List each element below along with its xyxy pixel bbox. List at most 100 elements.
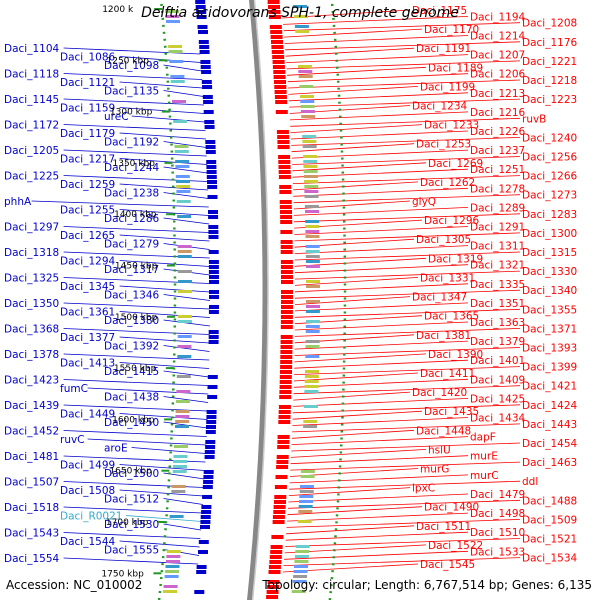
gene-label-left: Daci_1244 — [104, 162, 160, 174]
cog-block — [294, 15, 308, 18]
cog-block — [303, 420, 318, 423]
cog-block — [166, 555, 181, 558]
connector-right — [293, 391, 411, 401]
connector-left — [63, 353, 210, 361]
reverse-strand-gene — [208, 260, 219, 264]
reverse-strand-gene — [199, 45, 210, 49]
connector-right — [293, 194, 521, 204]
connector-left — [163, 523, 202, 531]
gene-label-right: Daci_1315 — [522, 247, 577, 259]
cog-block — [305, 250, 320, 253]
cog-block — [299, 490, 314, 493]
gene-label-right: Daci_1420 — [412, 387, 467, 399]
scale-tick-mark — [157, 521, 166, 523]
gene-label-right: Daci_1233 — [424, 120, 479, 132]
reverse-strand-gene — [206, 420, 217, 424]
reverse-strand-gene — [209, 295, 219, 299]
forward-strand-gene — [274, 95, 287, 99]
gene-label-right: Daci_1189 — [428, 62, 483, 74]
gene-label-right: Daci_1216 — [470, 107, 526, 119]
connector-right — [289, 98, 521, 108]
connector-right — [294, 264, 469, 274]
connector-right — [294, 289, 521, 299]
gene-label-left: Daci_1368 — [4, 324, 59, 336]
label-connector-lines — [31, 9, 521, 573]
connector-right — [291, 429, 415, 439]
reverse-strand-gene — [208, 335, 219, 339]
cog-block — [306, 300, 320, 303]
forward-strand-gene — [273, 70, 286, 74]
scale-tick-label: 1200 k — [102, 5, 134, 15]
gene-label-left: fumC — [60, 383, 88, 395]
gene-label-right: Daci_1269 — [428, 158, 483, 170]
gene-label-left: Daci_1452 — [4, 426, 59, 438]
connector-right — [287, 66, 427, 76]
gene-label-right: Daci_1214 — [470, 31, 526, 43]
gene-label-left: Daci_1279 — [104, 239, 159, 251]
connector-right — [292, 156, 521, 165]
cog-block — [299, 500, 313, 503]
reverse-strand-gene — [206, 410, 217, 414]
feature-tracks — [163, 0, 320, 599]
connector-left — [131, 447, 206, 454]
forward-strand-gene — [280, 365, 293, 369]
cog-block — [164, 575, 179, 578]
cog-block — [294, 25, 309, 28]
cog-block — [305, 220, 320, 223]
gene-label-left: Daci_1499 — [60, 460, 115, 472]
reverse-strand-gene — [207, 185, 218, 189]
cog-block — [175, 165, 190, 168]
cog-block — [163, 585, 178, 588]
gene-label-right: Daci_1340 — [522, 285, 577, 297]
gene-label-left: Daci_1346 — [104, 290, 160, 302]
connector-right — [292, 162, 427, 172]
gene-label-right: Daci_1223 — [522, 94, 577, 106]
cog-block — [178, 280, 192, 283]
connector-left — [163, 217, 210, 225]
connector-left — [31, 200, 209, 208]
forward-strand-gene — [278, 155, 291, 159]
connector-right — [294, 226, 469, 235]
gene-label-right: Daci_1390 — [428, 349, 483, 361]
gene-label-left: Daci_1518 — [4, 502, 59, 514]
gene-label-right: Daci_1381 — [416, 330, 471, 342]
gene-label-right: Daci_1206 — [470, 69, 526, 81]
gene-label-left: Daci_1555 — [104, 545, 159, 557]
forward-strand-gene — [280, 265, 293, 269]
gene-label-right: Daci_1296 — [424, 215, 480, 227]
reverse-strand-gene — [207, 375, 218, 379]
cog-block — [171, 490, 186, 493]
reverse-strand-gene — [201, 80, 212, 84]
forward-strand-gene — [274, 85, 287, 89]
gene-label-left: Daci_1318 — [4, 247, 59, 259]
forward-strand-gene — [279, 390, 292, 394]
forward-strand-gene — [278, 410, 291, 414]
reverse-strand-gene — [202, 85, 213, 89]
connector-left — [163, 64, 202, 72]
cog-block — [294, 555, 309, 558]
gene-label-left: Daci_1255 — [60, 205, 115, 217]
cog-block — [303, 160, 318, 163]
cog-block — [300, 105, 315, 108]
cog-block — [163, 590, 178, 593]
cog-block — [305, 235, 320, 238]
gene-label-right: Daci_1363 — [470, 317, 525, 329]
gene-label-right: Daci_1207 — [470, 50, 525, 62]
connector-right — [288, 493, 469, 503]
forward-strand-gene — [275, 100, 288, 104]
gene-label-right: Daci_1234 — [412, 101, 468, 113]
cog-block — [178, 290, 192, 293]
reverse-strand-gene — [196, 15, 207, 19]
connector-right — [290, 461, 521, 471]
gene-label-left: Daci_1086 — [60, 52, 116, 64]
reverse-strand-gene — [200, 525, 210, 529]
reverse-strand-gene — [206, 165, 217, 169]
connector-right — [294, 353, 427, 363]
gene-label-left: Daci_1325 — [4, 273, 59, 285]
cog-block — [303, 165, 318, 168]
connector-right — [294, 245, 469, 254]
connector-right — [283, 22, 521, 32]
reverse-strand-gene — [198, 540, 209, 544]
gene-label-left: Daci_1361 — [60, 307, 115, 319]
